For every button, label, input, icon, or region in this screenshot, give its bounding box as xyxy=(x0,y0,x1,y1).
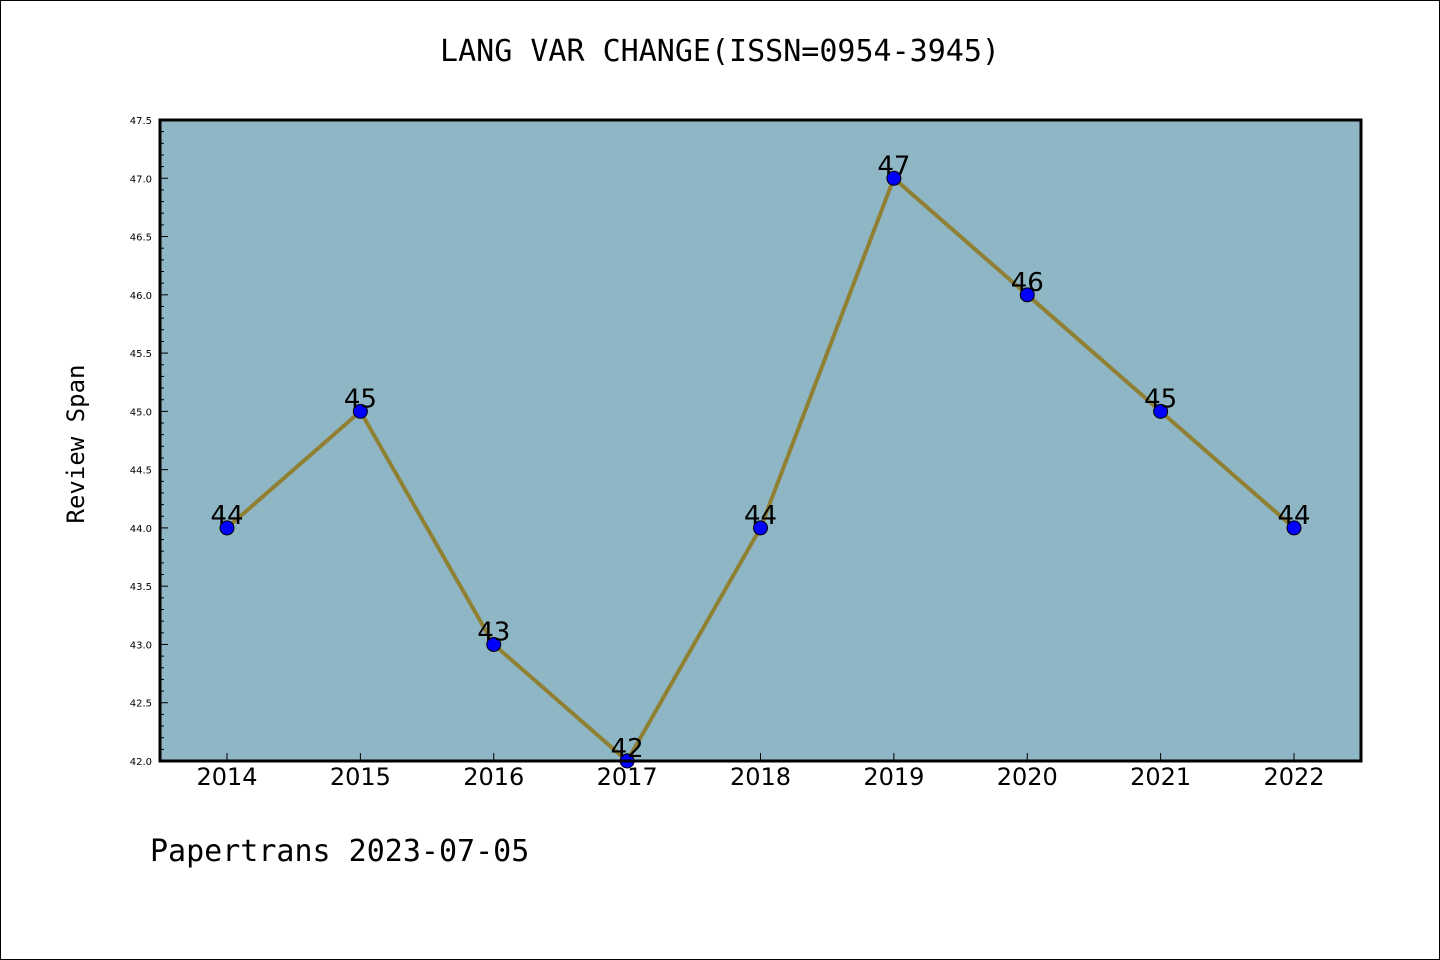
data-label: 44 xyxy=(744,501,777,531)
data-label: 44 xyxy=(1277,501,1310,531)
data-label: 44 xyxy=(210,501,243,531)
plot-background xyxy=(160,120,1361,761)
x-tick-label: 2020 xyxy=(997,763,1058,791)
y-tick-label: 47.5 xyxy=(130,116,152,127)
y-tick-label: 44.5 xyxy=(130,466,152,477)
footer-text: Papertrans 2023-07-05 xyxy=(150,834,530,869)
data-point xyxy=(219,520,235,536)
data-label: 43 xyxy=(477,617,510,647)
plot-border xyxy=(158,118,1363,763)
data-point xyxy=(352,403,368,419)
y-tick-label: 47.0 xyxy=(130,174,152,185)
y-tick-label: 46.0 xyxy=(130,291,152,302)
chart-title: LANG VAR CHANGE(ISSN=0954-3945) xyxy=(440,34,1000,69)
y-tick-label: 44.0 xyxy=(130,524,152,535)
y-tick-label: 42.0 xyxy=(130,757,152,768)
data-point xyxy=(1153,403,1169,419)
data-label: 45 xyxy=(344,384,377,414)
y-tick-label: 46.5 xyxy=(130,233,152,244)
x-tick-label: 2014 xyxy=(196,763,257,791)
data-label: 46 xyxy=(1011,268,1044,298)
data-point xyxy=(753,520,768,536)
x-tick-label: 2022 xyxy=(1263,763,1324,791)
y-tick-label: 43.5 xyxy=(130,582,152,593)
data-label: 45 xyxy=(1144,384,1177,414)
data-label: 47 xyxy=(877,151,910,181)
x-tick-label: 2019 xyxy=(863,763,924,791)
x-tick-label: 2016 xyxy=(463,763,524,791)
y-tick-label: 42.5 xyxy=(130,699,152,710)
y-tick-label: 45.0 xyxy=(130,407,152,418)
x-tick-label: 2018 xyxy=(730,763,791,791)
data-label: 42 xyxy=(611,734,644,764)
data-point xyxy=(886,170,902,186)
y-tick-label: 45.5 xyxy=(130,349,152,360)
data-point xyxy=(486,636,502,652)
x-tick-label: 2015 xyxy=(330,763,391,791)
data-point xyxy=(1286,520,1302,536)
x-tick-label: 2021 xyxy=(1130,763,1191,791)
y-tick-label: 43.0 xyxy=(130,640,152,651)
data-point xyxy=(1019,287,1035,303)
